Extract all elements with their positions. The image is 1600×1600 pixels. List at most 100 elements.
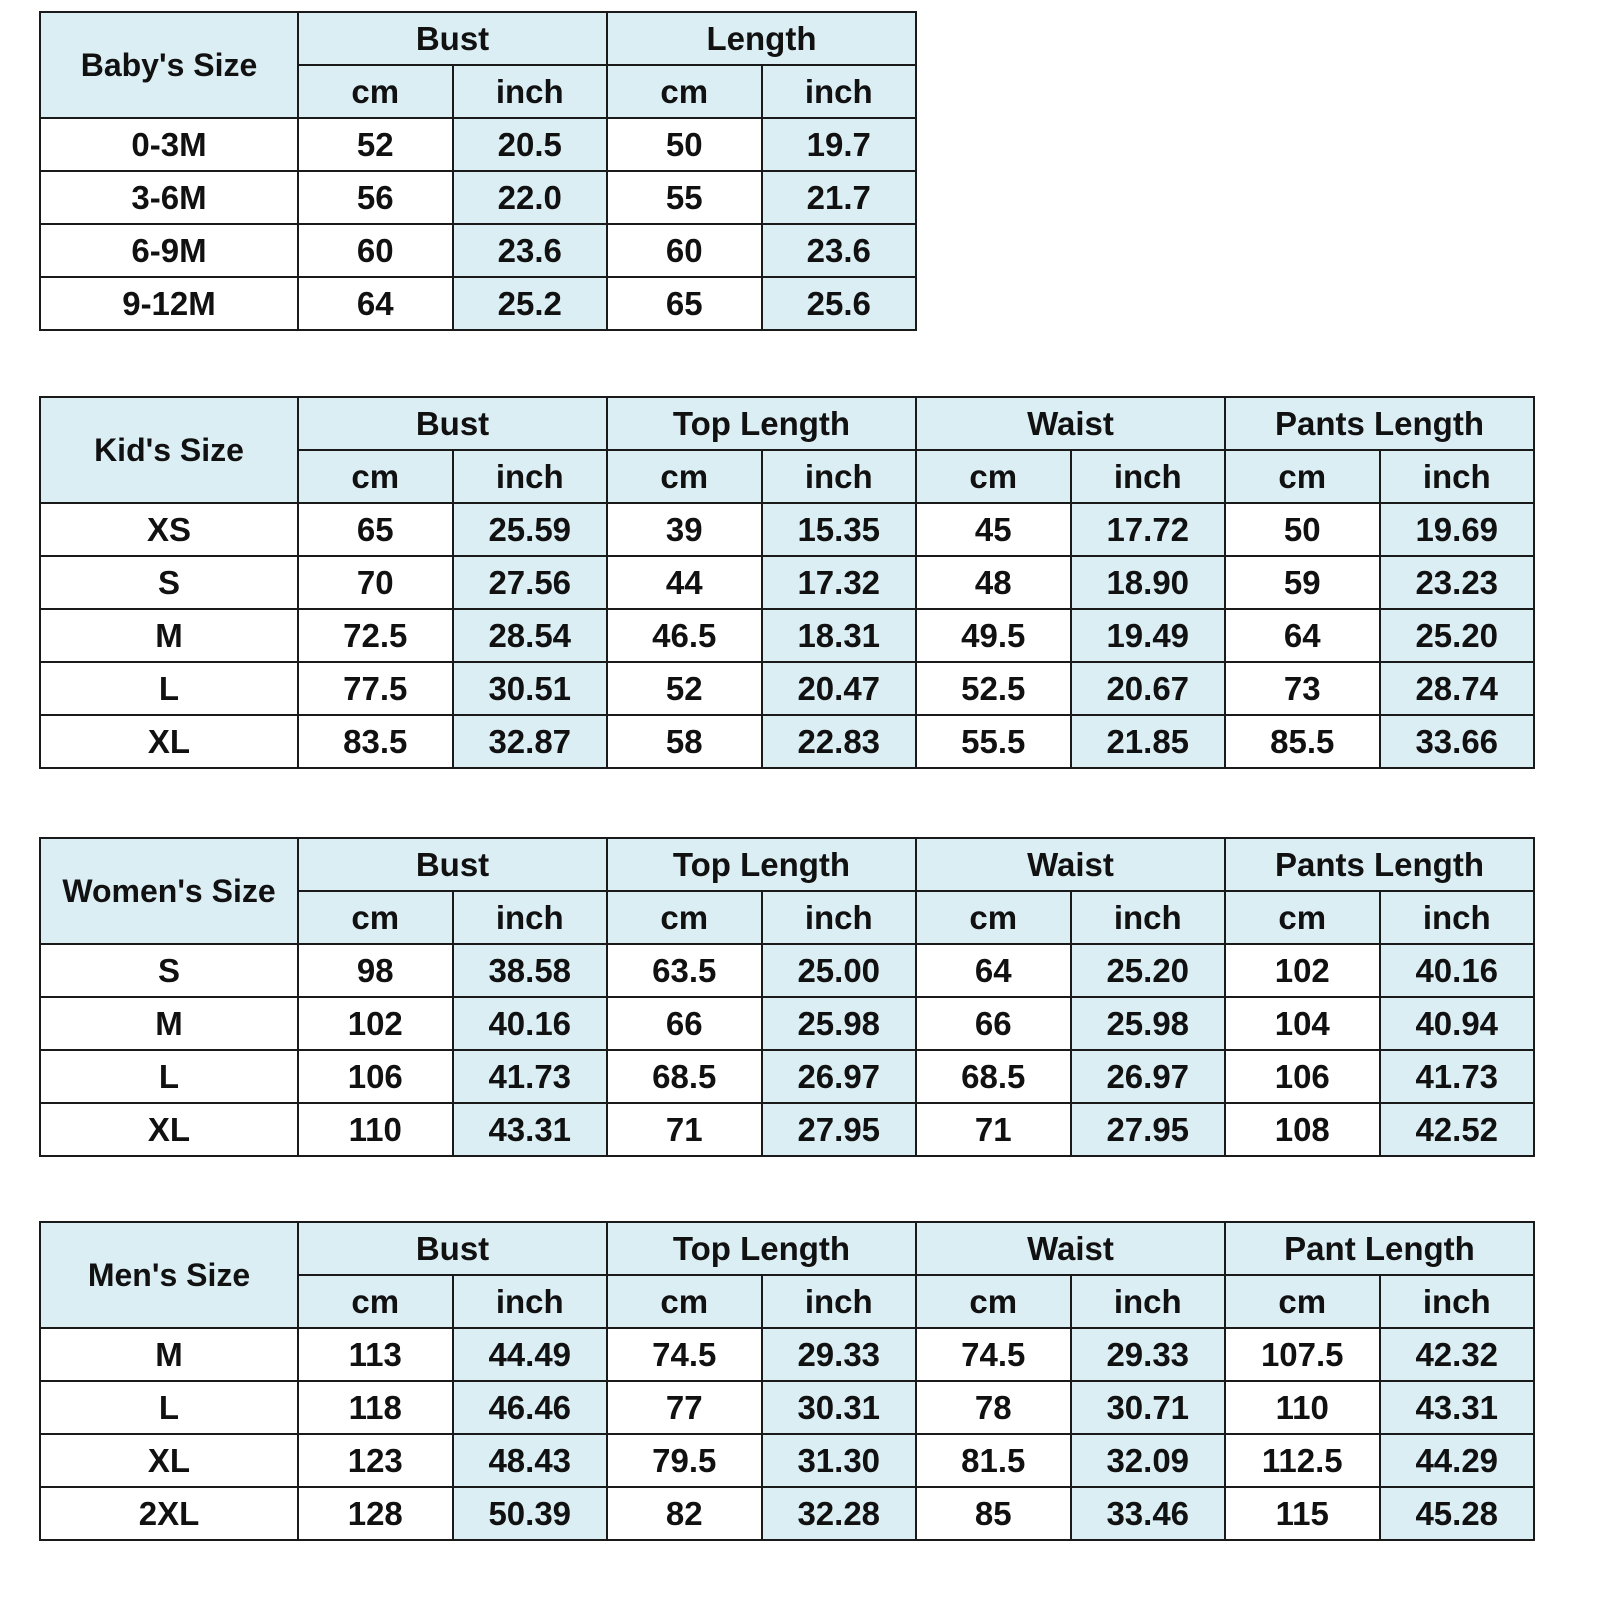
inch-value: 19.7: [760, 117, 917, 172]
cm-value: 68.5: [915, 1049, 1072, 1104]
inch-value: 32.09: [1069, 1433, 1226, 1488]
unit-header-cm: cm: [1224, 890, 1381, 945]
cm-value: 66: [915, 996, 1072, 1051]
size-label: 2XL: [39, 1486, 299, 1541]
measurement-group-header: Waist: [915, 837, 1226, 892]
table-row: L 77.5 30.51 52 20.47 52.5 20.67 73 28.74: [39, 661, 1535, 716]
inch-value: 48.43: [451, 1433, 608, 1488]
table-row: L 118 46.46 77 30.31 78 30.71 110 43.31: [39, 1380, 1535, 1435]
inch-value: 30.31: [760, 1380, 917, 1435]
inch-value: 17.32: [760, 555, 917, 610]
measurement-group-header: Waist: [915, 1221, 1226, 1276]
size-label: M: [39, 1327, 299, 1382]
unit-header-cm: cm: [606, 1274, 763, 1329]
inch-value: 31.30: [760, 1433, 917, 1488]
size-label: 6-9M: [39, 223, 299, 278]
size-label: L: [39, 1049, 299, 1104]
unit-header-inch: inch: [760, 890, 917, 945]
unit-header-inch: inch: [451, 1274, 608, 1329]
inch-value: 18.90: [1069, 555, 1226, 610]
inch-value: 45.28: [1378, 1486, 1535, 1541]
inch-value: 29.33: [1069, 1327, 1226, 1382]
cm-value: 55.5: [915, 714, 1072, 769]
measurement-group-header: Bust: [297, 1221, 608, 1276]
inch-value: 40.94: [1378, 996, 1535, 1051]
measurement-group-header: Top Length: [606, 837, 917, 892]
inch-value: 44.29: [1378, 1433, 1535, 1488]
cm-value: 106: [297, 1049, 454, 1104]
cm-value: 108: [1224, 1102, 1381, 1157]
size-label: 3-6M: [39, 170, 299, 225]
inch-value: 27.95: [1069, 1102, 1226, 1157]
inch-value: 43.31: [1378, 1380, 1535, 1435]
inch-value: 21.85: [1069, 714, 1226, 769]
inch-value: 33.66: [1378, 714, 1535, 769]
cm-value: 48: [915, 555, 1072, 610]
cm-value: 74.5: [606, 1327, 763, 1382]
measurement-group-header: Top Length: [606, 396, 917, 451]
table-row: XL 123 48.43 79.5 31.30 81.5 32.09 112.5 44.29: [39, 1433, 1535, 1488]
cm-value: 46.5: [606, 608, 763, 663]
table-row: 3-6M 56 22.0 55 21.7: [39, 170, 917, 225]
size-column-header: Baby's Size: [39, 11, 299, 119]
cm-value: 68.5: [606, 1049, 763, 1104]
measurement-group-header: Bust: [297, 837, 608, 892]
unit-header-cm: cm: [606, 890, 763, 945]
size-label: S: [39, 555, 299, 610]
inch-value: 32.28: [760, 1486, 917, 1541]
measurement-group-header: Pant Length: [1224, 1221, 1535, 1276]
inch-value: 43.31: [451, 1102, 608, 1157]
cm-value: 104: [1224, 996, 1381, 1051]
unit-header-cm: cm: [606, 64, 763, 119]
cm-value: 110: [1224, 1380, 1381, 1435]
cm-value: 64: [297, 276, 454, 331]
inch-value: 25.98: [760, 996, 917, 1051]
cm-value: 77: [606, 1380, 763, 1435]
unit-header-cm: cm: [606, 449, 763, 504]
unit-header-cm: cm: [297, 449, 454, 504]
cm-value: 52: [606, 661, 763, 716]
unit-header-row: cm inch cm inch cm inch cm inch: [40, 1274, 1535, 1329]
cm-value: 102: [1224, 943, 1381, 998]
unit-header-inch: inch: [1378, 449, 1535, 504]
inch-value: 25.98: [1069, 996, 1226, 1051]
cm-value: 64: [915, 943, 1072, 998]
size-label: 9-12M: [39, 276, 299, 331]
inch-value: 41.73: [451, 1049, 608, 1104]
table-row: M 72.5 28.54 46.5 18.31 49.5 19.49 64 25.20: [39, 608, 1535, 663]
cm-value: 118: [297, 1380, 454, 1435]
table-row: XL 83.5 32.87 58 22.83 55.5 21.85 85.5 33.66: [39, 714, 1535, 769]
inch-value: 20.5: [451, 117, 608, 172]
inch-value: 26.97: [760, 1049, 917, 1104]
cm-value: 64: [1224, 608, 1381, 663]
cm-value: 56: [297, 170, 454, 225]
cm-value: 39: [606, 502, 763, 557]
cm-value: 71: [915, 1102, 1072, 1157]
inch-value: 38.58: [451, 943, 608, 998]
size-label: 0-3M: [39, 117, 299, 172]
inch-value: 25.59: [451, 502, 608, 557]
cm-value: 112.5: [1224, 1433, 1381, 1488]
inch-value: 44.49: [451, 1327, 608, 1382]
table-row: 6-9M 60 23.6 60 23.6: [39, 223, 917, 278]
measurement-group-header: Bust: [297, 11, 608, 66]
table-row: 0-3M 52 20.5 50 19.7: [39, 117, 917, 172]
cm-value: 72.5: [297, 608, 454, 663]
cm-value: 60: [297, 223, 454, 278]
cm-value: 50: [606, 117, 763, 172]
inch-value: 23.23: [1378, 555, 1535, 610]
cm-value: 66: [606, 996, 763, 1051]
cm-value: 74.5: [915, 1327, 1072, 1382]
group-header-row: Kid's Size Bust Top Length Waist Pants Lengt…: [39, 396, 1535, 504]
inch-value: 41.73: [1378, 1049, 1535, 1104]
measurement-group-header: Pants Length: [1224, 837, 1535, 892]
men-size-table: Men's Size Bust Top Length Waist Pant Length…: [39, 1221, 1535, 1541]
unit-header-row: cm inch cm inch: [40, 64, 917, 119]
table-row: S 98 38.58 63.5 25.00 64 25.20 102 40.16: [39, 943, 1535, 998]
unit-header-inch: inch: [1378, 890, 1535, 945]
cm-value: 71: [606, 1102, 763, 1157]
cm-value: 113: [297, 1327, 454, 1382]
cm-value: 128: [297, 1486, 454, 1541]
cm-value: 115: [1224, 1486, 1381, 1541]
inch-value: 27.95: [760, 1102, 917, 1157]
